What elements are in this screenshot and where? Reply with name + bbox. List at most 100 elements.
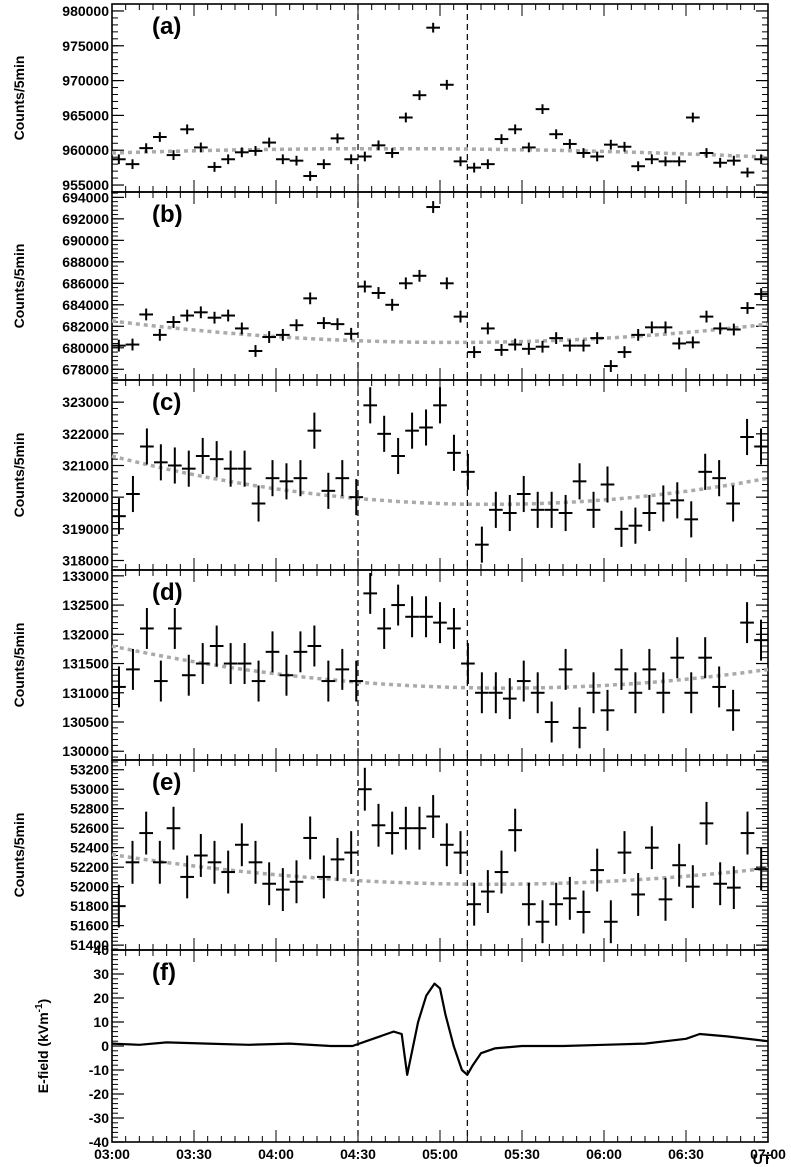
y-tick-label: 955000: [62, 177, 109, 193]
data-point: [399, 806, 413, 850]
data-point: [440, 823, 454, 867]
data-point: [181, 654, 196, 696]
data-point: [713, 862, 727, 906]
y-tick-label: 52400: [70, 840, 109, 856]
data-point: [194, 142, 208, 153]
data-point: [481, 322, 495, 335]
data-point: [289, 155, 304, 166]
x-tick-label: 05:00: [422, 1146, 458, 1162]
data-point: [207, 311, 222, 324]
data-point: [412, 269, 427, 282]
data-point: [544, 491, 559, 528]
x-tick-label: 04:00: [258, 1146, 294, 1162]
data-point: [344, 327, 358, 340]
data-point: [321, 660, 336, 702]
panel-c: 318000 319000 320000 321000 322000 323000 Coun…: [11, 379, 769, 571]
data-point: [684, 672, 699, 714]
data-point: [371, 140, 386, 151]
data-point: [617, 346, 632, 358]
data-point: [405, 412, 419, 449]
y-tick-label: 131500: [62, 656, 109, 672]
data-point: [180, 309, 194, 322]
y-tick-label: 680000: [62, 340, 109, 356]
data-point: [262, 331, 276, 343]
panel-d: 130000 130500 131000 131500 132000 132500 1330…: [11, 568, 769, 761]
data-point: [563, 876, 577, 920]
x-tick-label: 04:30: [340, 1146, 376, 1162]
data-point: [670, 482, 685, 519]
data-point: [371, 287, 386, 299]
data-point: [426, 22, 440, 33]
data-point: [330, 133, 345, 144]
fit-curve: [111, 146, 769, 159]
data-point: [317, 855, 331, 899]
y-tick-label: 52600: [70, 820, 109, 836]
panel-label: (f): [152, 959, 176, 986]
data-point: [385, 298, 399, 311]
data-point: [139, 811, 153, 855]
y-tick-label: 965000: [62, 107, 109, 123]
data-point: [235, 823, 249, 867]
data-point: [631, 161, 645, 172]
data-point: [713, 157, 727, 168]
y-tick-label: -20: [89, 1086, 109, 1102]
data-point: [645, 154, 659, 165]
data-point: [195, 437, 210, 475]
data-point: [475, 526, 489, 563]
data-point: [251, 485, 266, 522]
data-point: [335, 648, 350, 690]
data-point: [344, 831, 358, 874]
data-point: [265, 631, 280, 673]
data-point: [139, 143, 153, 154]
data-point: [576, 339, 591, 352]
data-point: [221, 309, 235, 322]
y-tick-label: 682000: [62, 318, 109, 334]
y-axis-label: Counts/5min: [11, 56, 27, 141]
data-point: [656, 485, 671, 522]
panel-a: 955000 960000 965000 970000 975000 980000 Coun…: [11, 3, 769, 193]
y-tick-label: 970000: [62, 73, 109, 89]
data-point: [590, 848, 604, 892]
y-tick-label: -10: [89, 1062, 109, 1078]
data-point: [153, 328, 167, 341]
data-point: [276, 328, 290, 341]
data-point: [303, 292, 317, 305]
data-point: [656, 672, 671, 714]
y-tick-label: 980000: [62, 3, 109, 19]
panel-f: -40 -30 -20 -10 0 10 20 30 40 E-field (kVm-1) (f): [34, 942, 769, 1150]
y-axis-label-sup: -1: [34, 1003, 45, 1012]
data-point: [112, 498, 126, 535]
y-tick-label: 52000: [70, 879, 109, 895]
data-point: [248, 146, 263, 156]
data-point: [194, 306, 208, 319]
x-tick-label: 06:00: [586, 1146, 622, 1162]
data-point: [166, 316, 181, 328]
data-point: [426, 201, 440, 213]
data-point: [321, 472, 336, 509]
y-tick-label: 52200: [70, 859, 109, 875]
data-point: [154, 660, 168, 702]
y-tick-label: 51600: [70, 918, 109, 934]
data-point: [699, 801, 714, 845]
data-point: [727, 155, 741, 166]
data-point: [371, 803, 386, 847]
data-point: [391, 437, 405, 475]
y-tick-label: 51400: [70, 937, 109, 953]
data-point: [399, 277, 413, 290]
data-point: [461, 453, 475, 490]
data-point: [209, 441, 224, 478]
data-point: [180, 855, 194, 899]
data-point: [358, 280, 372, 293]
y-tick-label: 686000: [62, 275, 109, 291]
data-point: [684, 501, 699, 538]
y-tick-label: 132000: [62, 626, 109, 642]
data-point: [391, 584, 405, 626]
data-point: [426, 795, 440, 838]
data-point: [180, 124, 194, 135]
y-tick-label: 10: [93, 1014, 109, 1030]
y-tick-label: 690000: [62, 232, 109, 248]
y-tick-label: 692000: [62, 211, 109, 227]
data-point: [617, 141, 632, 152]
panel-label: (d): [152, 579, 183, 606]
y-tick-label: 0: [101, 1038, 109, 1054]
